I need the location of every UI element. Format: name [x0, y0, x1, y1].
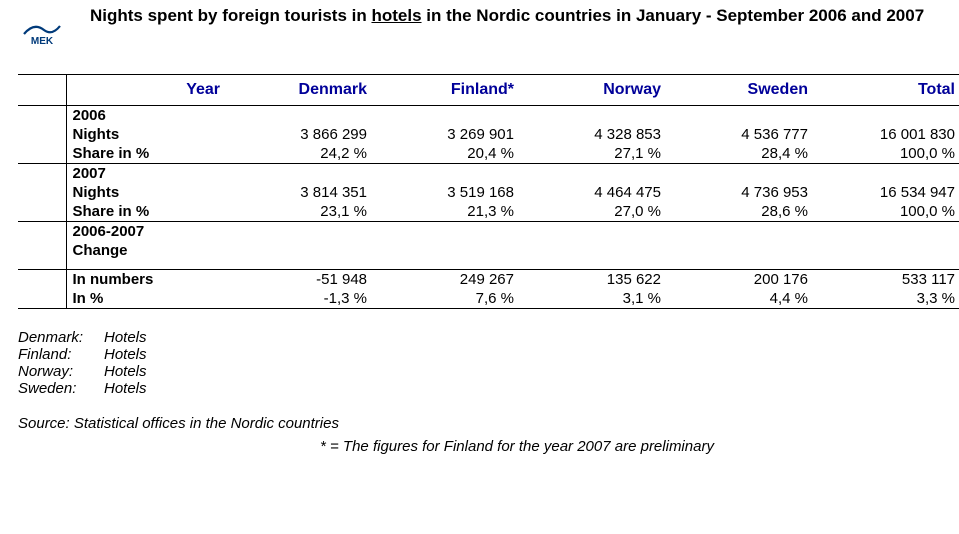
preliminary-note: * = The figures for Finland for the year…: [320, 438, 714, 455]
row-label: In %: [66, 289, 234, 309]
title-post: in the Nordic countries in January - Sep…: [422, 6, 925, 25]
cell: 20,4 %: [381, 144, 528, 164]
table-row: 2007: [18, 164, 959, 184]
footnote-row: Finland:Hotels: [18, 346, 304, 363]
table-row: 2006-2007: [18, 222, 959, 242]
col-total: Total: [822, 75, 959, 106]
fn-value: Hotels: [104, 380, 304, 397]
cell: 23,1 %: [234, 202, 381, 222]
table-row: Share in % 23,1 % 21,3 % 27,0 % 28,6 % 1…: [18, 202, 959, 222]
cell: 28,6 %: [675, 202, 822, 222]
cell: 3 519 168: [381, 183, 528, 202]
table-row: Share in % 24,2 % 20,4 % 27,1 % 28,4 % 1…: [18, 144, 959, 164]
col-finland: Finland*: [381, 75, 528, 106]
fn-value: Hotels: [104, 346, 304, 363]
col-denmark: Denmark: [234, 75, 381, 106]
footnote-row: Denmark:Hotels: [18, 329, 304, 346]
cell: 16 534 947: [822, 183, 959, 202]
table-row: Nights 3 866 299 3 269 901 4 328 853 4 5…: [18, 125, 959, 144]
cell: 3 866 299: [234, 125, 381, 144]
logo-text: MEK: [31, 36, 53, 47]
cell: 24,2 %: [234, 144, 381, 164]
cell: -51 948: [234, 270, 381, 290]
table-row: In numbers -51 948 249 267 135 622 200 1…: [18, 270, 959, 290]
footnotes: Denmark:Hotels Finland:Hotels Norway:Hot…: [18, 329, 931, 397]
cell: 100,0 %: [822, 144, 959, 164]
row-label: Nights: [66, 183, 234, 202]
footnote-row: Norway:Hotels: [18, 363, 304, 380]
title-underline: hotels: [371, 6, 421, 25]
table-row: In % -1,3 % 7,6 % 3,1 % 4,4 % 3,3 %: [18, 289, 959, 309]
cell: -1,3 %: [234, 289, 381, 309]
title-pre: Nights spent by foreign tourists in: [90, 6, 371, 25]
cell: 27,1 %: [528, 144, 675, 164]
source-line: Source: Statistical offices in the Nordi…: [18, 415, 931, 432]
table-header: Year Denmark Finland* Norway Sweden Tota…: [18, 74, 959, 106]
cell: 249 267: [381, 270, 528, 290]
cell: 28,4 %: [675, 144, 822, 164]
fn-value: Hotels: [104, 363, 304, 380]
block-heading: 2006-2007: [66, 222, 234, 242]
cell: 3 269 901: [381, 125, 528, 144]
fn-value: Hotels: [104, 329, 304, 346]
cell: 135 622: [528, 270, 675, 290]
col-stub: [18, 75, 66, 106]
cell: 200 176: [675, 270, 822, 290]
cell: 4 464 475: [528, 183, 675, 202]
cell: 4,4 %: [675, 289, 822, 309]
data-table: 2006 Nights 3 866 299 3 269 901 4 328 85…: [18, 106, 959, 309]
fn-country: Sweden:: [18, 380, 104, 397]
table-row: Nights 3 814 351 3 519 168 4 464 475 4 7…: [18, 183, 959, 202]
cell: 533 117: [822, 270, 959, 290]
row-label: Nights: [66, 125, 234, 144]
logo-swoosh-icon: [22, 20, 62, 36]
col-norway: Norway: [528, 75, 675, 106]
block-subheading: Change: [66, 241, 234, 270]
cell: 3,3 %: [822, 289, 959, 309]
cell: 3,1 %: [528, 289, 675, 309]
cell: 100,0 %: [822, 202, 959, 222]
block-heading: 2006: [66, 106, 234, 125]
header-row: Year Denmark Finland* Norway Sweden Tota…: [18, 75, 959, 106]
row-label: Share in %: [66, 144, 234, 164]
footnote-row: Sweden:Hotels: [18, 380, 304, 397]
cell: 16 001 830: [822, 125, 959, 144]
cell: 7,6 %: [381, 289, 528, 309]
cell: 21,3 %: [381, 202, 528, 222]
fn-country: Finland:: [18, 346, 104, 363]
cell: 4 736 953: [675, 183, 822, 202]
row-label: In numbers: [66, 270, 234, 290]
cell: 3 814 351: [234, 183, 381, 202]
page-title: Nights spent by foreign tourists in hote…: [90, 6, 924, 26]
row-label: Share in %: [66, 202, 234, 222]
cell: 27,0 %: [528, 202, 675, 222]
fn-country: Denmark:: [18, 329, 104, 346]
block-heading: 2007: [66, 164, 234, 184]
cell: 4 328 853: [528, 125, 675, 144]
col-year: Year: [66, 75, 234, 106]
fn-country: Norway:: [18, 363, 104, 380]
mek-logo: MEK: [18, 18, 66, 48]
col-sweden: Sweden: [675, 75, 822, 106]
cell: 4 536 777: [675, 125, 822, 144]
table-row: Change: [18, 241, 959, 270]
table-row: 2006: [18, 106, 959, 125]
